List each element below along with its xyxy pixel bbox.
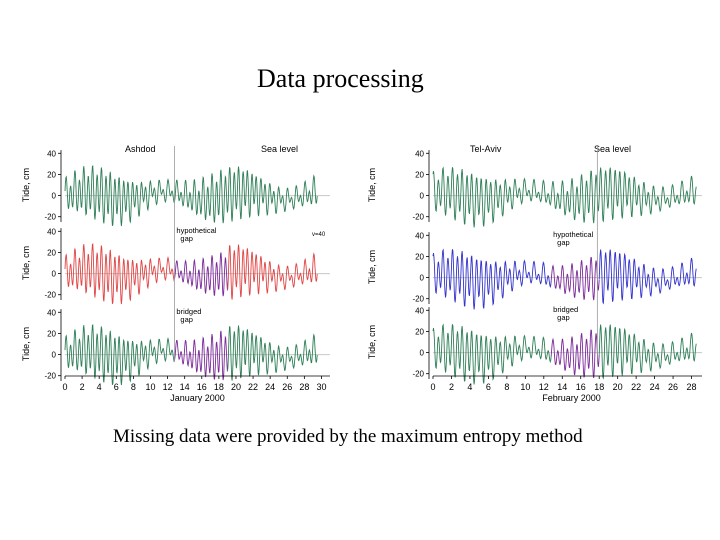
y-tick-label: 0 — [52, 192, 57, 201]
x-tick-label: 0 — [430, 382, 435, 392]
y-tick-label: 0 — [420, 349, 425, 358]
x-tick-label: 18 — [594, 382, 604, 392]
x-axis-label: January 2000 — [170, 393, 225, 403]
gap-label-line2: gap — [180, 315, 193, 324]
gap-label-line2: gap — [557, 313, 570, 322]
y-tick-label: -20 — [44, 213, 56, 222]
observed-series-line — [432, 166, 697, 228]
x-tick-label: 2 — [449, 382, 454, 392]
slide-title: Data processing — [257, 64, 424, 93]
y-tick-label: 20 — [415, 327, 424, 336]
x-tick-label: 26 — [668, 382, 678, 392]
x-tick-label: 10 — [520, 382, 530, 392]
gap-label-line1: bridged — [553, 305, 578, 314]
gap-label-line2: gap — [557, 238, 570, 247]
y-tick-label: 0 — [420, 274, 425, 283]
station-label: Ashdod — [125, 144, 156, 154]
x-tick-label: 14 — [180, 382, 190, 392]
y-axis-label: Tide, cm — [367, 168, 377, 202]
station-label: Tel-Aviv — [470, 144, 502, 154]
x-tick-label: 26 — [282, 382, 292, 392]
bridged-gap-series-line — [550, 329, 600, 378]
x-tick-label: 4 — [97, 382, 102, 392]
observed-series-line — [432, 323, 552, 385]
y-tick-label: 20 — [47, 170, 56, 179]
y-axis-label: Tide, cm — [21, 168, 31, 202]
y-tick-label: 40 — [47, 149, 56, 158]
y-tick-label: -20 — [412, 295, 424, 304]
y-axis-label: Tide, cm — [21, 246, 31, 280]
gap-label-line1: bridged — [176, 307, 201, 316]
y-tick-label: 20 — [415, 170, 424, 179]
y-tick-label: 20 — [47, 329, 56, 338]
y-tick-label: 20 — [47, 248, 56, 257]
x-tick-label: 6 — [486, 382, 491, 392]
y-tick-label: 40 — [415, 306, 424, 315]
x-tick-label: 12 — [163, 382, 173, 392]
x-tick-label: 16 — [197, 382, 207, 392]
y-tick-label: 0 — [52, 270, 57, 279]
y-tick-label: 40 — [47, 227, 56, 236]
y-axis-label: Tide, cm — [367, 250, 377, 284]
x-tick-label: 22 — [248, 382, 258, 392]
x-tick-label: 22 — [631, 382, 641, 392]
hypothetical-gap-series-line — [173, 252, 228, 297]
y-tick-label: 40 — [47, 308, 56, 317]
gap-label-line1: hypothetical — [553, 230, 593, 239]
y-tick-label: -20 — [412, 370, 424, 379]
x-tick-label: 0 — [62, 382, 67, 392]
pre-gap-series-line — [432, 248, 552, 310]
hypothetical-gap-series-line — [550, 257, 600, 301]
gap-label-line1: hypothetical — [176, 226, 216, 235]
x-tick-label: 20 — [231, 382, 241, 392]
y-tick-label: 40 — [415, 231, 424, 240]
x-tick-label: 28 — [687, 382, 697, 392]
x-tick-label: 8 — [131, 382, 136, 392]
x-tick-label: 14 — [557, 382, 567, 392]
y-tick-label: 40 — [415, 149, 424, 158]
y-tick-label: 0 — [52, 351, 57, 360]
series-label: Sea level — [261, 144, 298, 154]
gap-label-line2: gap — [180, 234, 193, 243]
x-tick-label: 10 — [145, 382, 155, 392]
x-tick-label: 24 — [265, 382, 275, 392]
x-tick-label: 8 — [504, 382, 509, 392]
x-tick-label: 18 — [214, 382, 224, 392]
x-tick-label: 6 — [114, 382, 119, 392]
y-tick-label: 0 — [420, 192, 425, 201]
y-tick-label: -20 — [44, 372, 56, 381]
pre-gap-series-line — [64, 243, 175, 305]
observed-series-line — [64, 324, 175, 386]
y-axis-label: Tide, cm — [21, 327, 31, 361]
observed-series-line — [598, 324, 697, 380]
bridged-gap-series-line — [173, 330, 228, 381]
x-tick-label: 4 — [467, 382, 472, 392]
y-tick-label: -20 — [412, 213, 424, 222]
panel-note: v=40 — [312, 232, 326, 238]
x-tick-label: 16 — [576, 382, 586, 392]
x-axis-label: February 2000 — [542, 393, 601, 403]
post-gap-series-line — [598, 249, 697, 305]
x-tick-label: 2 — [80, 382, 85, 392]
x-tick-label: 28 — [299, 382, 309, 392]
post-gap-series-line — [227, 244, 318, 300]
slide-caption: Missing data were provided by the maximu… — [113, 426, 583, 447]
x-tick-label: 30 — [316, 382, 326, 392]
observed-series-line — [64, 165, 318, 227]
observed-series-line — [226, 325, 318, 381]
x-tick-label: 24 — [650, 382, 660, 392]
y-tick-label: 20 — [415, 252, 424, 261]
y-tick-label: -20 — [44, 291, 56, 300]
x-tick-label: 20 — [613, 382, 623, 392]
y-axis-label: Tide, cm — [367, 325, 377, 359]
series-label: Sea level — [594, 144, 631, 154]
x-tick-label: 12 — [539, 382, 549, 392]
